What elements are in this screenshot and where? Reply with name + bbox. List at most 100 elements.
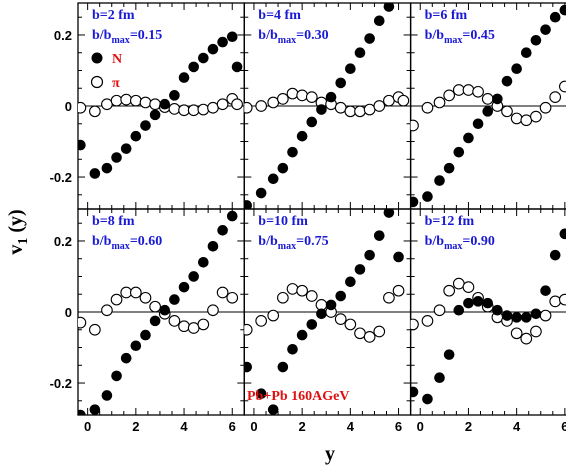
point-N (89, 168, 101, 179)
panel-ratio-label: b/bmax=0.60 (92, 234, 162, 252)
panel-6: 0 2 4 6 b=12 fm b/bmax=0.90 (409, 208, 566, 434)
point-N (255, 187, 267, 199)
panel-b-label: b=10 fm (258, 214, 308, 229)
panel-data-6 (410, 228, 566, 405)
point-N (149, 315, 161, 327)
point-N (296, 329, 308, 341)
point-N (140, 120, 151, 131)
point-pi (231, 98, 243, 111)
legend-marker-pi (90, 75, 104, 89)
point-N (306, 116, 318, 128)
y-axis-title: v1 (y) (5, 209, 31, 254)
point-pi (462, 84, 475, 96)
point-N (559, 228, 566, 240)
point-N (140, 329, 151, 341)
point-N (511, 312, 522, 323)
panels-group: -0.200.2b=2 fmb/bmax=0.15b=4 fmb/bmax=0.… (50, 2, 566, 434)
ratio-sub: max (278, 35, 296, 46)
point-pi (530, 325, 542, 338)
point-N (159, 98, 171, 110)
point-pi (363, 103, 376, 116)
ratio-prefix: b/b (425, 28, 445, 43)
point-N (325, 91, 337, 103)
y-tick-label: 0 (65, 99, 72, 114)
point-N (492, 93, 503, 105)
point-N (422, 191, 433, 202)
point-pi (197, 103, 210, 116)
point-pi (226, 291, 239, 304)
point-N (325, 299, 337, 311)
y-axis-title-main: v (5, 245, 27, 255)
point-N (472, 296, 484, 307)
point-pi (354, 327, 366, 340)
point-N (540, 285, 551, 296)
point-N (549, 249, 561, 261)
ratio-value: =0.75 (296, 234, 328, 249)
ratio-prefix: b/b (92, 28, 112, 43)
point-pi (89, 105, 101, 118)
point-pi (187, 322, 200, 334)
point-pi (462, 281, 475, 293)
point-pi (433, 304, 446, 317)
point-pi (510, 112, 523, 125)
point-N (383, 209, 395, 218)
point-pi (267, 96, 280, 109)
point-pi (334, 101, 347, 114)
point-N (335, 290, 347, 302)
point-N (207, 43, 219, 55)
panel-ratio-label: b/bmax=0.30 (258, 28, 328, 46)
point-N (169, 90, 180, 101)
point-pi (244, 101, 253, 114)
point-pi (216, 286, 229, 299)
panel-b-label: b=8 fm (92, 214, 135, 229)
point-pi (410, 119, 419, 132)
point-pi (510, 327, 523, 340)
point-N (364, 249, 375, 261)
ratio-sub: max (444, 35, 462, 46)
point-pi (255, 100, 268, 112)
point-N (316, 104, 327, 115)
panel-data-4 (78, 210, 239, 415)
point-N (354, 47, 366, 59)
point-N (453, 304, 465, 316)
ratio-sub: max (278, 241, 296, 252)
point-N (169, 294, 180, 305)
point-N (345, 276, 356, 288)
point-N (226, 31, 238, 43)
point-N (101, 162, 113, 174)
y-tick-label: 0.2 (54, 28, 72, 43)
panel-data-2 (244, 3, 410, 209)
point-pi (139, 291, 152, 304)
point-N (335, 77, 347, 89)
point-pi (286, 283, 299, 295)
point-pi (168, 102, 181, 115)
point-pi (383, 94, 395, 107)
point-N (364, 33, 375, 44)
point-pi (539, 309, 552, 322)
panel-data-3 (410, 4, 566, 208)
ratio-prefix: b/b (92, 234, 112, 249)
point-N (530, 34, 542, 46)
ratio-prefix: b/b (258, 28, 278, 43)
ratio-sub: max (444, 241, 462, 252)
point-N (89, 404, 101, 415)
point-N (217, 225, 228, 236)
point-pi (549, 91, 562, 103)
point-N (443, 349, 455, 360)
panel-1: -0.2 0 0.2 b=2 fm b/bmax=0.15 (50, 2, 245, 210)
point-pi (129, 94, 142, 107)
point-pi (305, 91, 318, 103)
point-pi (197, 318, 210, 331)
point-N (559, 4, 566, 16)
x-tick-label: 0 (84, 419, 91, 434)
panel-3: b=6 fm b/bmax=0.45 (409, 2, 566, 210)
point-N (130, 130, 142, 142)
point-N (410, 196, 419, 208)
x-tick-label: 6 (395, 419, 402, 434)
point-pi (120, 286, 133, 299)
point-pi (178, 320, 190, 333)
point-pi (110, 293, 123, 306)
point-pi (421, 315, 434, 327)
point-N (520, 312, 532, 323)
